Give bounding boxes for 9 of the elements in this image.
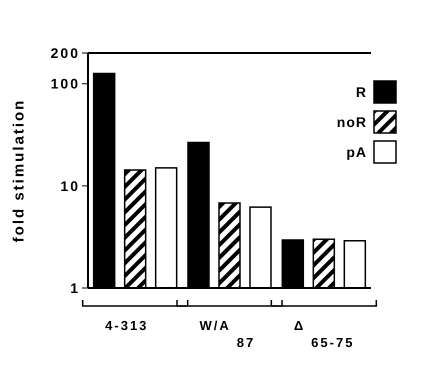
y-axis-title: fold stimulation (10, 98, 28, 242)
y-tick-label: 1 (70, 280, 80, 296)
y-tick-label: 100 (50, 76, 80, 92)
legend-label: noR (336, 114, 367, 130)
y-tick-label: 10 (60, 178, 80, 194)
y-tick-label: 200 (50, 44, 80, 61)
legend-label: pA (346, 144, 367, 160)
x-tick-label: 4-313 (105, 318, 148, 333)
legend-label: R (356, 84, 367, 100)
